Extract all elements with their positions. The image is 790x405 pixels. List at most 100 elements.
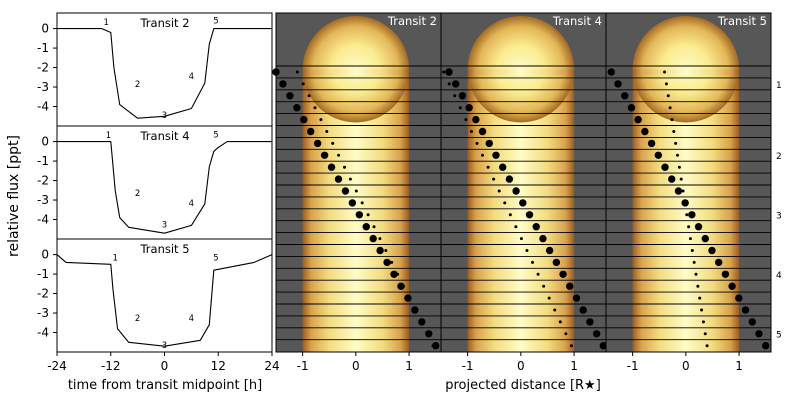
panel-title: Transit 2 xyxy=(139,16,189,30)
companion-dot xyxy=(503,201,507,205)
planet-dot xyxy=(572,294,581,302)
planet-dot xyxy=(425,330,433,338)
light-curve-line xyxy=(57,141,272,234)
companion-dot xyxy=(672,130,676,133)
planet-dot xyxy=(592,330,601,338)
companion-dot xyxy=(703,332,707,336)
planet-dot xyxy=(661,163,669,171)
x-tick-label: 1 xyxy=(735,359,743,373)
y-tick-label: -3 xyxy=(37,80,49,94)
x-axis-label: time from transit midpoint [h] xyxy=(68,378,262,393)
planet-dot xyxy=(376,246,384,255)
companion-dot xyxy=(342,165,346,169)
companion-dot xyxy=(378,237,382,241)
planet-dot xyxy=(286,92,294,100)
companion-dot xyxy=(307,94,311,98)
contact-label: 5 xyxy=(213,17,218,27)
plot-frame xyxy=(56,125,273,240)
companion-dot xyxy=(677,165,681,169)
companion-dot xyxy=(508,213,512,217)
planet-dot xyxy=(390,270,398,278)
x-tick-label: -1 xyxy=(462,359,474,373)
light-curve-line xyxy=(57,28,272,119)
contact-label: 2 xyxy=(135,314,140,324)
y-tick-label: -2 xyxy=(37,174,49,188)
x-tick-label: 24 xyxy=(264,359,279,373)
companion-dot xyxy=(683,201,687,205)
x-tick-label: -12 xyxy=(101,359,121,373)
companion-dot xyxy=(676,153,680,157)
contact-label: 3 xyxy=(162,111,167,121)
contact-label: 2 xyxy=(135,189,140,199)
panel-title: Transit 4 xyxy=(139,129,189,143)
y-tick-label: -3 xyxy=(37,306,49,320)
companion-dot xyxy=(547,296,551,300)
plot-frame xyxy=(56,12,273,127)
companion-dot xyxy=(553,308,557,312)
companion-dot xyxy=(325,130,329,133)
planet-dot xyxy=(647,139,656,148)
light-curve-panel-transit-4: Transit 4 0 -1 -2 -3 -4 1 2 3 4 5 xyxy=(37,125,273,243)
light-curve-line xyxy=(56,254,273,347)
companion-dot xyxy=(486,165,490,169)
companion-dot xyxy=(670,118,674,122)
planet-dot xyxy=(498,163,507,171)
x-tick-label: -24 xyxy=(47,359,67,373)
light-curve-panel-transit-2: Transit 2 0 -1 -2 -3 -4 1 2 3 4 5 xyxy=(37,12,273,130)
companion-dot xyxy=(425,332,429,336)
x-tick-label: 12 xyxy=(211,359,226,373)
planet-dot xyxy=(539,234,547,243)
y-tick-label: -4 xyxy=(37,100,49,114)
companion-dot xyxy=(674,141,678,145)
planet-dot xyxy=(465,104,473,112)
panel-title: Transit 5 xyxy=(139,242,189,256)
companion-dot xyxy=(668,106,672,110)
star-panel-transit-2: Transit 2 -1 0 1 xyxy=(272,12,442,373)
y-tick-label: 0 xyxy=(41,22,49,36)
y-tick-label: -4 xyxy=(37,326,49,340)
planet-dot xyxy=(355,211,364,219)
planet-dot xyxy=(492,151,500,159)
planet-dot xyxy=(755,330,763,338)
contact-label: 5 xyxy=(213,253,218,263)
row-label: 2 xyxy=(776,152,782,162)
plot-frame xyxy=(605,12,772,353)
planet-dot xyxy=(761,342,770,350)
planet-dot xyxy=(334,175,343,183)
contact-label: 4 xyxy=(189,199,194,209)
planet-dot xyxy=(341,187,350,195)
planet-dot xyxy=(320,151,329,159)
companion-dot xyxy=(692,260,696,264)
planet-dot xyxy=(641,127,649,136)
companion-dot xyxy=(690,249,694,252)
planet-dot xyxy=(519,199,527,207)
companion-dot xyxy=(492,177,496,181)
companion-dot xyxy=(688,237,692,241)
x-tick-label: 1 xyxy=(570,359,578,373)
companion-dot xyxy=(458,106,462,110)
companion-dot xyxy=(481,153,485,157)
planet-dot xyxy=(621,92,629,100)
planet-dot xyxy=(383,258,391,267)
y-tick-label: 0 xyxy=(41,135,49,149)
planet-dot xyxy=(728,282,736,290)
row-label: 3 xyxy=(776,212,782,222)
planet-dot xyxy=(458,92,467,100)
planet-dot xyxy=(668,175,676,183)
x-tick-label: 0 xyxy=(682,359,690,373)
y-tick-label: -2 xyxy=(37,61,49,75)
contact-label: 3 xyxy=(162,341,167,351)
companion-dot xyxy=(431,344,435,348)
companion-dot xyxy=(419,320,423,324)
companion-dot xyxy=(453,94,457,98)
contact-label: 1 xyxy=(113,253,118,263)
planet-dot xyxy=(599,342,608,350)
companion-dot xyxy=(366,213,370,217)
planet-dot xyxy=(586,318,594,326)
planet-dot xyxy=(714,258,723,267)
y-tick-label: -1 xyxy=(37,41,49,55)
planet-dot xyxy=(505,175,514,183)
planet-dot xyxy=(300,115,308,124)
planet-dot xyxy=(348,199,357,207)
y-tick-label: -2 xyxy=(37,287,49,301)
